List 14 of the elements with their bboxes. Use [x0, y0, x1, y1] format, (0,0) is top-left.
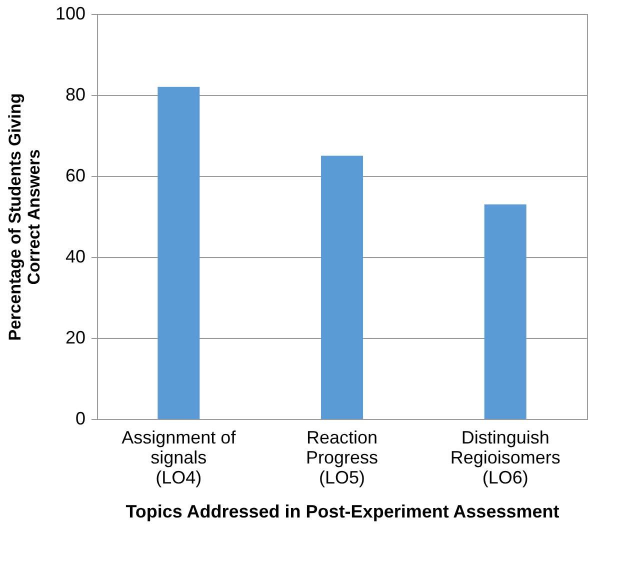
- bar: [158, 86, 200, 419]
- y-tick-label: 40: [65, 246, 86, 266]
- y-tick-label: 80: [65, 84, 86, 104]
- x-tick-label: Reaction Progress (LO5): [306, 428, 378, 488]
- y-tick-label: 100: [55, 4, 86, 24]
- bar: [484, 204, 526, 419]
- bar: [321, 156, 363, 419]
- y-tick-label: 60: [65, 166, 86, 186]
- x-tick-label: Distinguish Regioisomers (LO6): [450, 428, 560, 488]
- y-tick-label: 0: [75, 408, 86, 428]
- x-tick-label: Assignment of signals (LO4): [122, 428, 237, 488]
- x-axis-title: Topics Addressed in Post-Experiment Assessment: [126, 502, 560, 522]
- y-tick-label: 20: [65, 328, 86, 348]
- y-axis-title: Percentage of Students Giving Correct Answers: [5, 93, 44, 341]
